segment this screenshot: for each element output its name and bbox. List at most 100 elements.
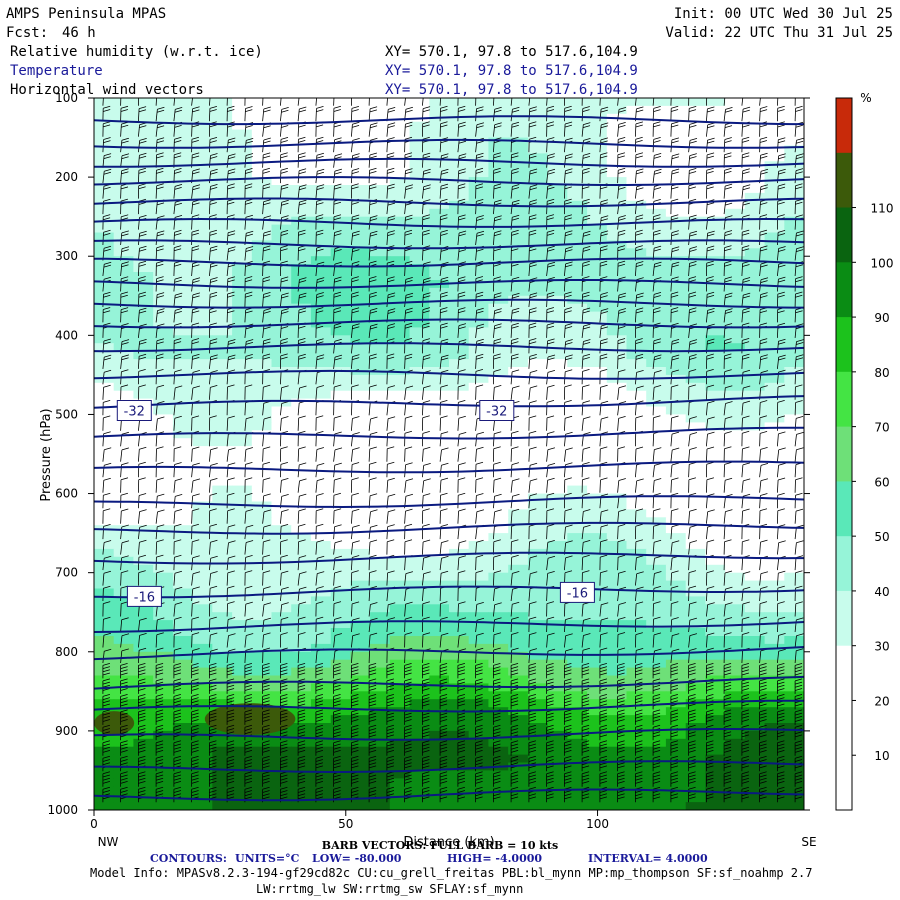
rh-cell bbox=[764, 351, 785, 360]
wind-barb bbox=[226, 663, 235, 679]
rh-cell bbox=[271, 272, 292, 281]
wind-barb bbox=[475, 755, 483, 772]
wind-barb bbox=[581, 106, 590, 122]
rh-cell bbox=[646, 564, 667, 574]
rh-cell bbox=[685, 580, 706, 590]
rh-cell bbox=[449, 192, 470, 202]
rh-cell bbox=[172, 169, 194, 178]
rh-cell bbox=[744, 208, 766, 218]
rh-cell bbox=[784, 762, 804, 771]
rh-cell bbox=[251, 335, 273, 344]
rh-cell bbox=[113, 256, 134, 265]
rh-cell bbox=[409, 256, 430, 265]
wind-barb bbox=[439, 415, 448, 431]
wind-barb bbox=[386, 292, 396, 308]
rh-cell bbox=[232, 493, 253, 503]
rh-cell bbox=[527, 121, 549, 131]
rh-cell bbox=[705, 422, 726, 431]
wind-barb bbox=[297, 709, 306, 725]
rh-cell bbox=[389, 359, 411, 368]
rh-cell bbox=[705, 548, 726, 558]
rh-cell bbox=[626, 414, 647, 423]
rh-cell bbox=[113, 382, 134, 392]
rh-cell bbox=[389, 422, 411, 431]
rh-cell bbox=[527, 659, 549, 669]
wind-barb bbox=[741, 478, 751, 493]
wind-barb bbox=[617, 539, 626, 555]
rh-cell bbox=[133, 667, 154, 677]
rh-cell bbox=[547, 169, 568, 178]
rh-cell bbox=[212, 493, 233, 503]
rh-cell bbox=[370, 651, 391, 661]
rh-cell bbox=[251, 493, 273, 503]
wind-barb bbox=[226, 570, 235, 586]
rh-cell bbox=[409, 580, 430, 590]
rh-cell bbox=[547, 335, 568, 344]
rh-cell bbox=[370, 121, 391, 131]
rh-cell bbox=[527, 556, 549, 566]
rh-cell bbox=[744, 517, 766, 526]
wind-barb bbox=[262, 152, 271, 168]
wind-barb bbox=[706, 632, 715, 648]
rh-cell bbox=[508, 374, 529, 384]
wind-barb bbox=[262, 308, 272, 323]
rh-cell bbox=[409, 659, 430, 669]
rh-cell bbox=[725, 248, 746, 257]
rh-cell bbox=[94, 374, 115, 384]
wind-barb bbox=[262, 632, 271, 648]
wind-barb bbox=[688, 508, 697, 524]
wind-barb bbox=[102, 307, 111, 323]
rh-cell bbox=[705, 580, 726, 590]
wind-barb bbox=[617, 632, 626, 648]
rh-cell bbox=[310, 691, 332, 700]
rh-cell bbox=[646, 272, 667, 281]
rh-cell bbox=[291, 541, 312, 550]
rh-cell bbox=[310, 390, 332, 400]
wind-barb bbox=[652, 478, 662, 493]
rh-cell bbox=[330, 770, 351, 779]
wind-barb bbox=[422, 152, 431, 168]
rh-cell bbox=[606, 477, 628, 487]
wind-barb bbox=[262, 461, 271, 478]
rh-cell bbox=[508, 596, 529, 605]
rh-cell bbox=[133, 643, 154, 653]
rh-cell bbox=[192, 137, 213, 147]
rh-cell bbox=[784, 382, 804, 392]
wind-barb bbox=[635, 508, 644, 524]
rh-cell bbox=[705, 351, 726, 360]
rh-cell bbox=[468, 438, 489, 447]
rh-cell bbox=[744, 699, 766, 708]
rh-cell bbox=[725, 272, 746, 281]
wind-barb bbox=[386, 509, 396, 524]
wind-barb bbox=[652, 292, 662, 308]
rh-cell bbox=[665, 185, 687, 194]
rh-cell bbox=[310, 343, 332, 352]
rh-cell bbox=[449, 121, 470, 131]
rh-cell bbox=[330, 224, 351, 234]
rh-cell bbox=[468, 454, 489, 463]
wind-barb bbox=[670, 261, 680, 277]
rh-cell bbox=[389, 596, 411, 605]
rh-cell bbox=[685, 461, 706, 471]
wind-barb bbox=[422, 431, 430, 447]
rh-cell bbox=[705, 643, 726, 653]
rh-cell bbox=[764, 612, 785, 621]
rh-cell bbox=[665, 295, 687, 305]
rh-cell bbox=[587, 327, 608, 336]
rh-cell bbox=[330, 422, 351, 431]
wind-barb bbox=[635, 121, 644, 137]
rh-cell bbox=[133, 367, 154, 376]
rh-cell bbox=[508, 153, 529, 162]
wind-barb bbox=[191, 415, 200, 431]
wind-barb bbox=[173, 740, 182, 756]
wind-barb bbox=[297, 446, 306, 462]
rh-cell bbox=[587, 382, 608, 392]
rh-cell bbox=[370, 770, 391, 779]
rh-cell bbox=[764, 169, 785, 178]
wind-barb bbox=[777, 246, 786, 261]
wind-barb bbox=[209, 447, 218, 462]
rh-cell bbox=[409, 287, 430, 297]
wind-barb bbox=[794, 740, 803, 756]
rh-cell bbox=[646, 113, 667, 123]
rh-cell bbox=[94, 548, 115, 558]
